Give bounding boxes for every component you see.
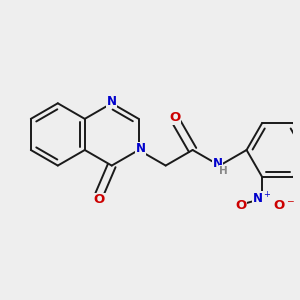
Text: O: O [94,193,105,206]
Text: O$^-$: O$^-$ [274,199,296,212]
Text: N$^+$: N$^+$ [252,191,272,206]
Text: H: H [219,166,228,176]
Text: N: N [107,95,117,108]
Text: N: N [212,157,223,170]
Text: N: N [136,142,146,155]
Text: O: O [169,111,181,124]
Text: O: O [235,199,247,212]
